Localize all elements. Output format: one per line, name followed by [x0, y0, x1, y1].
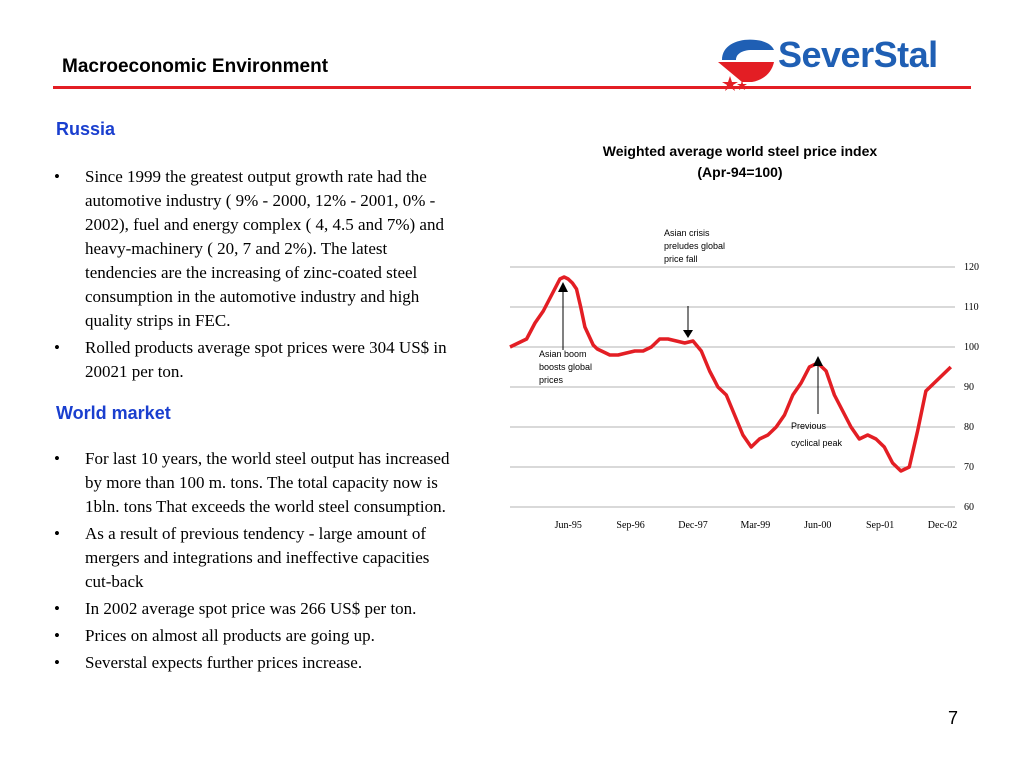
y-tick-label: 70: [964, 462, 974, 473]
list-item: Rolled products average spot prices were…: [53, 336, 458, 384]
severstal-emblem-icon: [718, 39, 774, 91]
y-tick-label: 100: [964, 342, 979, 353]
severstal-logo: SeverStal: [712, 32, 977, 98]
header-divider: [53, 86, 971, 89]
x-tick-label: Dec-02: [928, 520, 957, 531]
x-tick-label: Jun-00: [804, 520, 831, 531]
russia-bullet-list: Since 1999 the greatest output growth ra…: [53, 165, 458, 387]
y-tick-label: 80: [964, 422, 974, 433]
world-bullet-list: For last 10 years, the world steel outpu…: [53, 447, 458, 678]
chart-gridlines: [510, 266, 955, 508]
section-heading-russia: Russia: [56, 119, 116, 139]
page-number: 7: [948, 708, 959, 728]
list-item: For last 10 years, the world steel outpu…: [53, 447, 458, 519]
list-item: Severstal expects further prices increas…: [53, 651, 458, 675]
annotation-asian-crisis: Asian crisis preludes global price fall: [664, 228, 728, 264]
annotation-asian-boom: Asian boom boosts global prices: [539, 349, 595, 385]
list-item: As a result of previous tendency - large…: [53, 522, 458, 594]
y-tick-label: 90: [964, 382, 974, 393]
y-tick-label: 60: [964, 502, 974, 513]
list-item: In 2002 average spot price was 266 US$ p…: [53, 597, 458, 621]
x-tick-label: Sep-01: [866, 520, 894, 531]
y-tick-label: 110: [964, 302, 979, 313]
x-tick-label: Mar-99: [740, 520, 770, 531]
chart-title: Weighted average world steel price index…: [540, 141, 940, 183]
chart-title-line-2: (Apr-94=100): [697, 164, 783, 180]
annotation-arrowhead-previous-peak: [813, 356, 823, 366]
page-title: Macroeconomic Environment: [62, 56, 329, 77]
series-line: [509, 275, 953, 473]
annotation-previous-peak: Previous cyclical peak: [791, 421, 843, 448]
x-tick-label: Dec-97: [678, 520, 707, 531]
logo-wordmark: SeverStal: [778, 34, 938, 75]
x-tick-label: Sep-96: [616, 520, 644, 531]
chart-x-axis: Jun-95 Sep-96 Dec-97 Mar-99 Jun-00 Sep-01 Dec-…: [555, 520, 958, 531]
chart-y-axis: 120 110 100 90 80 70 60: [964, 262, 979, 513]
annotation-arrowhead-asian-boom: [558, 282, 568, 292]
steel-price-chart: 120 110 100 90 80 70 60 Jun-95 Sep-96 Dec-97 Mar-…: [509, 228, 979, 531]
list-item: Prices on almost all products are going …: [53, 624, 458, 648]
x-tick-label: Jun-95: [555, 520, 582, 531]
annotation-arrowhead-asian-crisis: [683, 330, 693, 338]
chart-title-line-1: Weighted average world steel price index: [602, 143, 878, 159]
section-heading-world-market: World market: [56, 403, 171, 423]
y-tick-label: 120: [964, 262, 979, 273]
list-item: Since 1999 the greatest output growth ra…: [53, 165, 458, 333]
